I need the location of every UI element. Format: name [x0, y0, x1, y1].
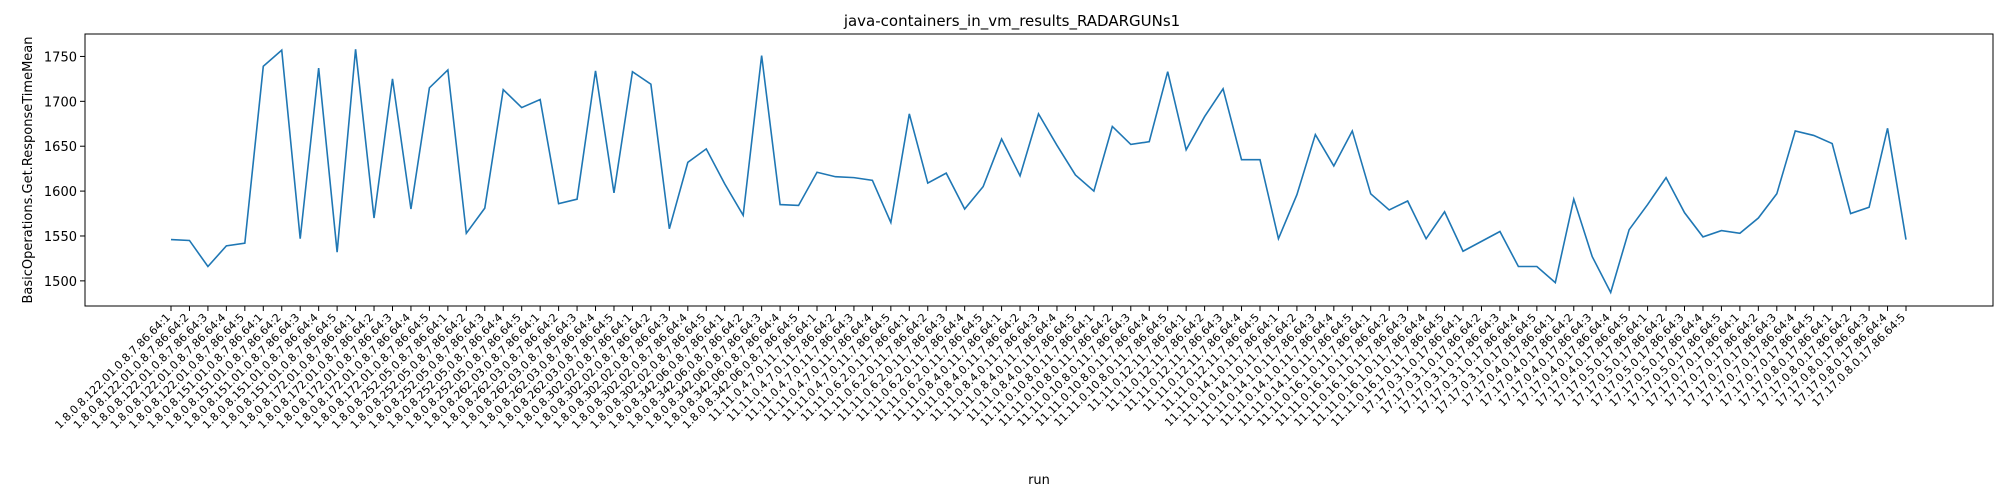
y-tick-label: 1550 — [44, 230, 77, 245]
y-tick-label: 1700 — [44, 95, 77, 110]
series-line — [170, 48, 1907, 295]
y-axis: 1500 1550 1600 1650 1700 1750 — [44, 50, 85, 290]
x-axis-label: run — [1028, 473, 1050, 488]
y-tick-label: 1500 — [44, 275, 77, 290]
y-tick-label: 1650 — [44, 140, 77, 155]
chart-title: java-containers_in_vm_results_RADARGUNs1 — [843, 12, 1180, 31]
y-axis-label: BasicOperations.Get.ResponseTimeMean — [21, 37, 36, 304]
y-tick-label: 1600 — [44, 185, 77, 200]
plot-area-frame — [84, 33, 1994, 307]
y-tick-label: 1750 — [44, 50, 77, 65]
x-axis: 1.8.0.8.122.01.0.8.7.86.64:11.8.0.8.122.… — [52, 306, 1908, 432]
